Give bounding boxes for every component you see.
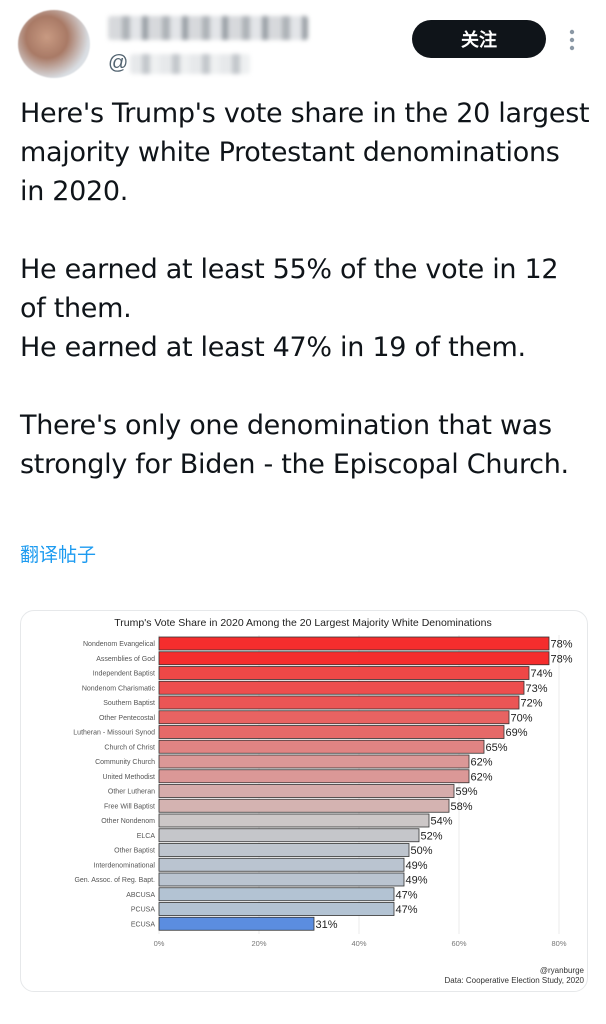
chart-title: Trump's Vote Share in 2020 Among the 20 … <box>114 617 491 629</box>
chart-image-card[interactable]: Trump's Vote Share in 2020 Among the 20 … <box>20 610 588 992</box>
category-label: Nondenom Evangelical <box>83 641 155 648</box>
category-label: Other Nondenom <box>101 818 155 825</box>
bar <box>158 843 410 857</box>
data-label: 54% <box>431 816 453 828</box>
category-label: ELCA <box>137 833 156 840</box>
bar <box>158 887 395 902</box>
bar <box>158 754 470 769</box>
avatar[interactable] <box>18 10 90 78</box>
data-label: 50% <box>411 845 433 857</box>
category-label: ABCUSA <box>126 892 155 899</box>
category-label: ECUSA <box>131 921 155 928</box>
bar <box>158 902 395 916</box>
category-label: Interdenominational <box>94 862 156 869</box>
bar <box>158 725 505 739</box>
category-label: Assemblies of God <box>96 656 155 663</box>
category-label: Nondenom Charismatic <box>82 685 156 692</box>
follow-button[interactable]: 关注 <box>412 20 546 58</box>
x-tick-label: 20% <box>251 939 266 948</box>
category-label: PCUSA <box>131 907 155 914</box>
tweet-header: @ 关注 <box>0 0 606 88</box>
x-tick-label: 60% <box>451 939 466 948</box>
category-label: Other Pentecostal <box>99 715 155 722</box>
data-label: 58% <box>451 801 473 813</box>
category-label: Free Will Baptist <box>104 803 155 810</box>
category-label: Other Lutheran <box>108 789 155 796</box>
data-label: 52% <box>421 830 443 842</box>
category-label: Community Church <box>95 759 155 766</box>
bar <box>158 695 520 710</box>
x-tick-label: 40% <box>351 939 366 948</box>
bar <box>158 857 405 872</box>
bar <box>158 798 450 813</box>
bar <box>158 651 550 666</box>
chart-source: Data: Cooperative Election Study, 2020 <box>445 976 585 985</box>
bar <box>158 769 470 784</box>
data-label: 47% <box>396 889 418 901</box>
data-label: 31% <box>316 919 338 931</box>
x-tick-label: 80% <box>551 939 566 948</box>
bar <box>158 813 430 828</box>
bar <box>158 666 530 680</box>
data-label: 69% <box>506 727 528 739</box>
data-label: 62% <box>471 771 493 783</box>
handle-blurred <box>130 54 250 74</box>
category-label: Independent Baptist <box>93 671 155 678</box>
handle-prefix: @ <box>108 52 129 74</box>
bar <box>158 636 550 651</box>
category-label: Other Baptist <box>114 848 155 855</box>
bar <box>158 872 405 887</box>
tweet-text: Here's Trump's vote share in the 20 larg… <box>20 98 590 480</box>
data-label: 62% <box>471 757 493 769</box>
data-label: 73% <box>526 683 548 695</box>
more-options-icon[interactable] <box>562 24 582 56</box>
x-tick-label: 0% <box>154 939 165 948</box>
bar <box>158 916 315 931</box>
data-label: 47% <box>396 904 418 916</box>
category-label: United Methodist <box>102 774 155 781</box>
data-label: 49% <box>406 875 428 887</box>
data-label: 74% <box>531 668 553 680</box>
category-label: Church of Christ <box>104 744 155 751</box>
category-label: Lutheran - Missouri Synod <box>73 730 155 737</box>
data-label: 59% <box>456 786 478 798</box>
data-label: 72% <box>521 698 543 710</box>
bar <box>158 828 420 843</box>
data-label: 49% <box>406 860 428 872</box>
bar-chart: Trump's Vote Share in 2020 Among the 20 … <box>73 617 585 985</box>
data-label: 78% <box>551 653 573 665</box>
bar <box>158 680 525 695</box>
data-label: 65% <box>486 742 508 754</box>
category-label: Southern Baptist <box>103 700 155 707</box>
data-label: 70% <box>511 712 533 724</box>
translate-post-link[interactable]: 翻译帖子 <box>20 544 97 566</box>
category-label: Gen. Assoc. of Reg. Bapt. <box>74 877 155 884</box>
data-label: 78% <box>551 639 573 651</box>
bar <box>158 784 455 798</box>
display-name-blurred[interactable] <box>108 16 308 40</box>
bar <box>158 739 485 754</box>
bar <box>158 710 510 725</box>
chart-credit: @ryanburge <box>540 966 585 975</box>
